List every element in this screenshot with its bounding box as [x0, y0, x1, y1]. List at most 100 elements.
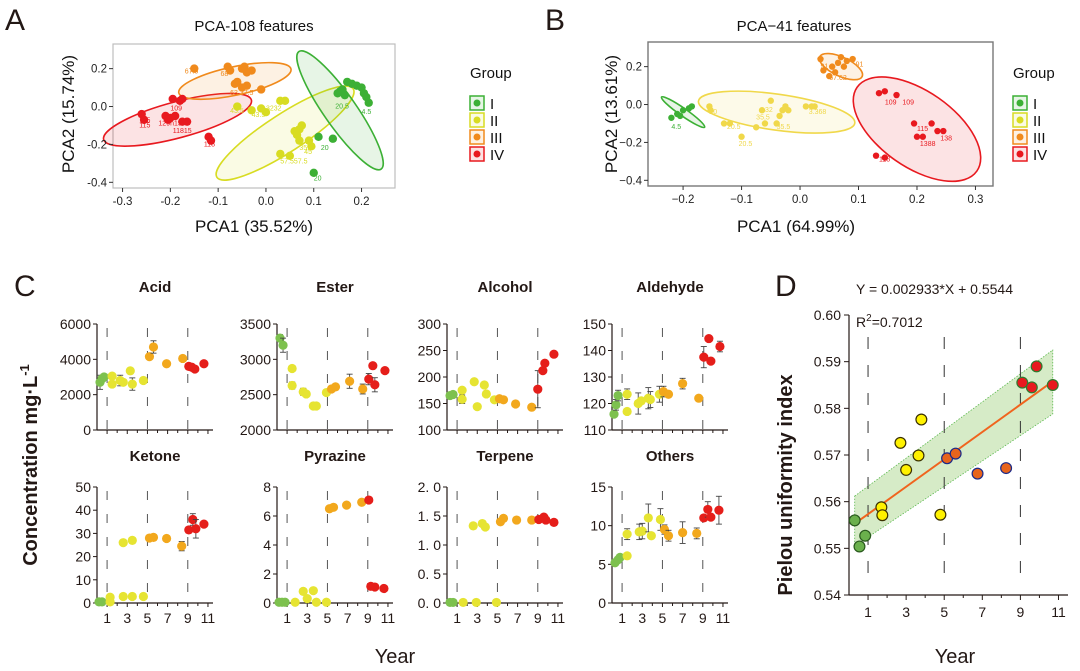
subplot-alcohol: Alcohol 100 150 200 250 300 [418, 279, 563, 438]
data-point-group-III [843, 57, 851, 65]
data-point-group-II [900, 463, 913, 476]
point-label: 67.5 [185, 68, 199, 75]
data-point-group-IV [533, 384, 543, 394]
data-point-group-II [758, 107, 766, 114]
y-tick-label: 0.2 [626, 62, 642, 74]
subplot-title: Alcohol [478, 279, 533, 296]
data-point-group-II [726, 120, 734, 127]
x-tick-label: 11 [716, 610, 731, 626]
data-point-group-IV [199, 519, 209, 529]
data-point-group-III [358, 384, 368, 394]
x-tick-label: 5 [659, 610, 667, 626]
subplot-title: Others [646, 448, 694, 465]
x-tick-label: 3 [303, 610, 311, 626]
x-tick-label: 0.0 [792, 194, 808, 206]
panel-d-r2-value: =0.7012 [872, 314, 923, 330]
y-tick-label: 4000 [60, 351, 91, 367]
y-tick-label: 0 [263, 595, 271, 611]
y-tick-label: 130 [583, 369, 607, 385]
point-label: 118 [204, 141, 215, 148]
point-label: 109 [170, 105, 182, 112]
y-tick-label: 0.0 [626, 100, 642, 112]
x-tick-label: 7 [164, 610, 172, 626]
data-point-group-II [720, 120, 728, 127]
y-tick-label: 0.60 [814, 307, 841, 323]
panel-d-r2-prefix: R [856, 314, 866, 330]
data-point-group-IV [1046, 379, 1059, 392]
x-tick-label: 9 [699, 610, 707, 626]
data-point-group-IV [699, 352, 709, 362]
data-point-group-III [834, 59, 842, 67]
x-tick-label: 1 [103, 610, 111, 626]
data-point-group-II [491, 597, 502, 608]
point-label: 43.5 [252, 112, 266, 119]
data-point-group-III [190, 64, 199, 73]
point-label: 43.5 [230, 108, 244, 115]
panel-a-title: PCA-108 features [194, 18, 313, 35]
data-point-group-IV [706, 512, 716, 522]
data-point-group-II [480, 522, 490, 532]
data-point-group-II [298, 586, 308, 597]
legend-dot-I [473, 99, 481, 107]
subplot-title: Terpene [476, 448, 533, 465]
data-point-group-I [275, 333, 285, 343]
data-point-group-II [285, 151, 295, 160]
data-point-group-III [820, 67, 827, 74]
data-point-group-I [676, 112, 684, 120]
legend-dot-IV [1016, 150, 1024, 158]
data-point-group-III [162, 533, 172, 544]
data-point-group-II [773, 120, 780, 127]
data-point-group-I [309, 168, 318, 178]
data-point-group-II [472, 402, 482, 412]
data-point-group-II [707, 107, 714, 114]
data-point-group-I [99, 372, 109, 382]
data-point-group-III [342, 500, 352, 510]
data-point-group-II [876, 509, 889, 522]
data-point-group-II [125, 366, 135, 376]
data-point-group-IV [1030, 360, 1043, 373]
data-point-group-II [457, 385, 467, 395]
panel-label-a: A [5, 4, 25, 37]
point-label: 20 [321, 145, 329, 152]
y-tick-label: -0.4 [87, 177, 107, 189]
data-point-group-III [144, 352, 155, 362]
data-point-group-III [663, 531, 674, 541]
data-point-group-IV [168, 94, 177, 104]
data-point-group-IV [928, 120, 935, 127]
subplot-aldehyde: Aldehyde 110 120 130 140 150 [583, 279, 728, 438]
data-point-group-IV [170, 111, 180, 121]
data-point-group-III [177, 541, 187, 551]
data-point-group-III [328, 502, 339, 512]
x-tick-label: 11 [1051, 604, 1066, 620]
data-point-group-I [679, 107, 687, 114]
data-point-group-II [471, 597, 481, 608]
y-tick-label: 50 [75, 479, 91, 495]
y-tick-label: 0 [598, 595, 606, 611]
data-point-group-II [912, 449, 925, 462]
data-point-group-III [178, 353, 188, 364]
data-point-group-IV [703, 504, 713, 515]
legend-label-II: II [490, 113, 498, 130]
data-point-group-II [785, 107, 792, 114]
panel-c-concentration: Concentration mg·L-1 Year Acid0200040006… [17, 279, 730, 668]
point-label: 35.5 [756, 115, 770, 122]
subplot-title: Ester [316, 279, 354, 296]
y-tick-label: 0.57 [814, 447, 841, 463]
x-tick-label: 11 [551, 610, 566, 626]
data-point-group-II [934, 508, 947, 521]
data-point-group-II [622, 551, 632, 561]
data-point-group-I [688, 103, 696, 110]
data-point-group-III [162, 359, 172, 369]
y-tick-label: 15 [590, 479, 606, 495]
panel-d-equation: Y = 0.002933*X + 0.5544 [856, 281, 1013, 297]
legend-title: Group [470, 65, 512, 82]
y-tick-label: 100 [418, 422, 442, 438]
panel-c-xlabel: Year [375, 646, 416, 668]
legend-label-I: I [490, 96, 494, 113]
legend-dot-III [473, 133, 481, 141]
x-tick-label: 9 [1016, 604, 1024, 620]
data-point-group-IV [881, 154, 889, 161]
point-label: 32 [765, 107, 773, 114]
